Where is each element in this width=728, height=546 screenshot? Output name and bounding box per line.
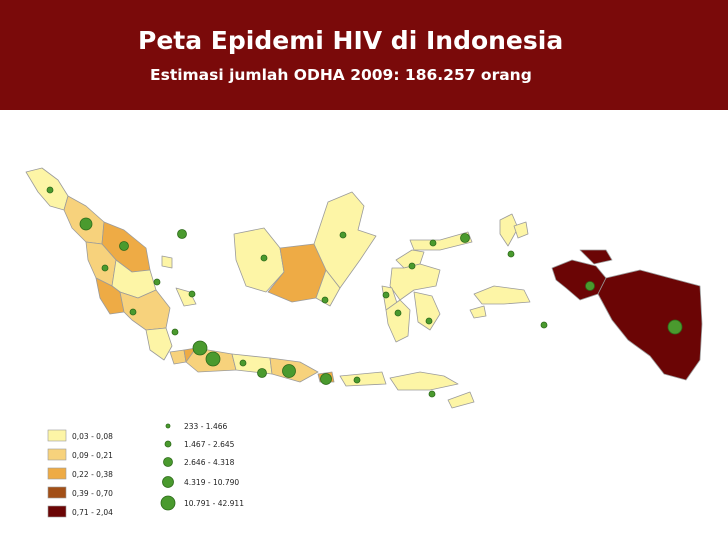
odha-circle (205, 351, 221, 367)
region-kalimantan-barat (233, 227, 285, 293)
odha-circle (540, 321, 548, 329)
region-papua (597, 269, 703, 381)
odha-circle (282, 364, 296, 378)
region-ntt-timor (447, 391, 475, 409)
odha-circle (192, 340, 208, 356)
odha-circle (171, 328, 179, 336)
region-ntb (339, 371, 387, 387)
odha-legend-label: 233 - 1.466 (184, 422, 227, 431)
odha-circle (79, 217, 93, 231)
region-banten (169, 349, 187, 365)
region-maluku (473, 285, 531, 305)
odha-circle (425, 317, 433, 325)
odha-circle (428, 390, 436, 398)
odha-circle (507, 250, 515, 258)
odha-circle (339, 231, 347, 239)
odha-legend-label: 4.319 - 10.790 (184, 478, 239, 487)
page-title: Peta Epidemi HIV di Indonesia (138, 26, 564, 55)
odha-circle (177, 229, 187, 239)
odha-circle (460, 233, 470, 243)
region-kalimantan-timur (313, 191, 377, 289)
title-banner: Peta Epidemi HIV di Indonesia Estimasi j… (0, 0, 728, 110)
odha-circle (188, 290, 196, 298)
odha-circle (260, 254, 268, 262)
odha-circle (46, 186, 54, 194)
prevalence-legend-label: 0,39 - 0,70 (72, 489, 113, 498)
odha-circle (129, 308, 137, 316)
odha-circle (429, 239, 437, 247)
region-kepulauan-riau (161, 255, 173, 269)
region-gorontalo (395, 249, 425, 269)
odha-circle (320, 373, 332, 385)
region-bangka-belitung (175, 287, 197, 307)
odha-legend-label: 2.646 - 4.318 (184, 458, 235, 467)
odha-circle (119, 241, 129, 251)
region-ntt (389, 371, 459, 391)
odha-circle (239, 359, 247, 367)
odha-circle (408, 262, 416, 270)
odha-legend-circle (165, 423, 171, 429)
odha-circle (394, 309, 402, 317)
indonesia-map: 0,03 - 0,08 0,09 - 0,21 0,22 - 0,38 0,39… (25, 167, 703, 518)
odha-legend-label: 1.467 - 2.645 (184, 440, 235, 449)
odha-legend-circle (160, 495, 176, 511)
region-maluku-utara-2 (513, 221, 529, 239)
odha-legend-circle (164, 440, 172, 448)
region-papua-north (579, 249, 613, 265)
prevalence-legend-label: 0,09 - 0,21 (72, 451, 113, 460)
odha-circle (382, 291, 390, 299)
prevalence-legend-label: 0,71 - 2,04 (72, 508, 113, 517)
odha-circle (353, 376, 361, 384)
region-sumatera-selatan (119, 289, 171, 331)
region-lampung (145, 327, 173, 361)
odha-legend (160, 423, 176, 511)
odha-legend-circle (163, 457, 173, 467)
prevalence-legend-label: 0,03 - 0,08 (72, 432, 113, 441)
region-maluku-utara (499, 213, 519, 247)
prevalence-legend: 0,03 - 0,08 0,09 - 0,21 0,22 - 0,38 0,39… (47, 429, 113, 518)
region-sulawesi-selatan (385, 299, 411, 343)
odha-circle (667, 319, 683, 335)
odha-circle (585, 281, 595, 291)
odha-circle (101, 264, 109, 272)
page-subtitle: Estimasi jumlah ODHA 2009: 186.257 orang (150, 66, 532, 84)
odha-circle (321, 296, 329, 304)
odha-circle (153, 278, 161, 286)
odha-legend-label: 10.791 - 42.911 (184, 499, 244, 508)
odha-legend-circle (162, 476, 174, 488)
region-sulawesi-tenggara (413, 291, 441, 331)
region-maluku-2 (469, 305, 487, 319)
prevalence-legend-label: 0,22 - 0,38 (72, 470, 113, 479)
odha-circle (257, 368, 267, 378)
